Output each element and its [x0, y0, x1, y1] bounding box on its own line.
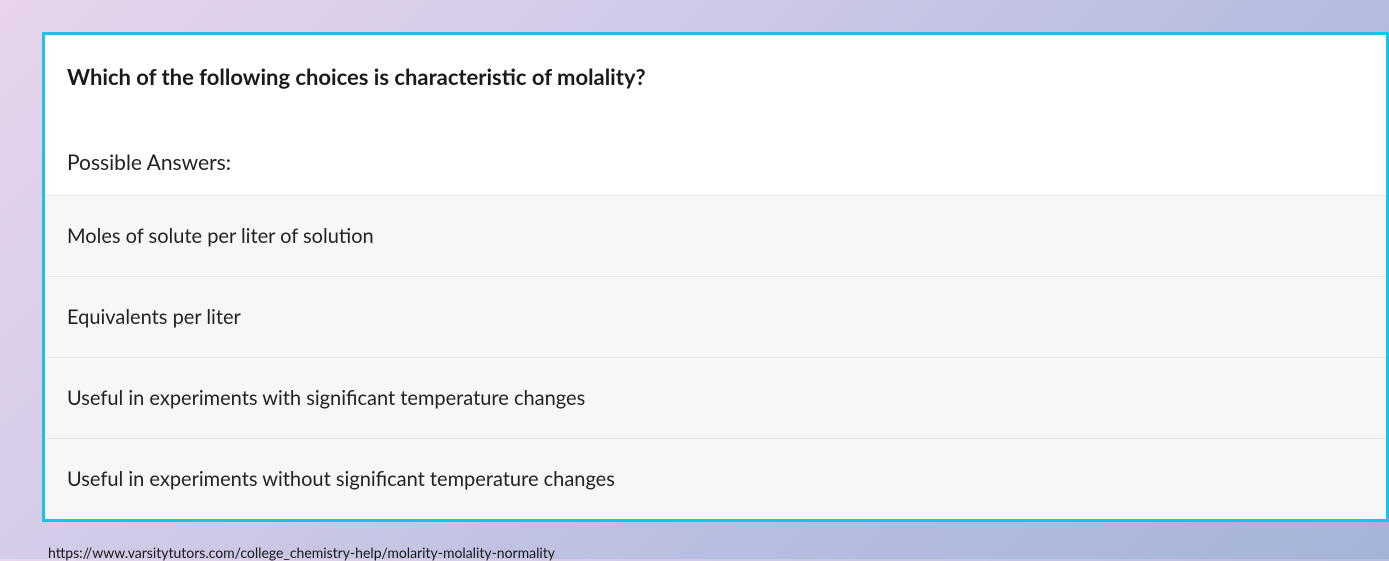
- answer-option-2[interactable]: Useful in experiments with significant t…: [45, 357, 1386, 438]
- answer-option-3[interactable]: Useful in experiments without significan…: [45, 438, 1386, 519]
- answer-option-0[interactable]: Moles of solute per liter of solution: [45, 195, 1386, 276]
- answer-option-1[interactable]: Equivalents per liter: [45, 276, 1386, 357]
- question-section: Which of the following choices is charac…: [45, 35, 1386, 138]
- question-text: Which of the following choices is charac…: [67, 63, 1364, 90]
- question-card: Which of the following choices is charac…: [42, 32, 1389, 522]
- answers-header: Possible Answers:: [45, 138, 1386, 195]
- source-url: https://www.varsitytutors.com/college_ch…: [48, 544, 1389, 561]
